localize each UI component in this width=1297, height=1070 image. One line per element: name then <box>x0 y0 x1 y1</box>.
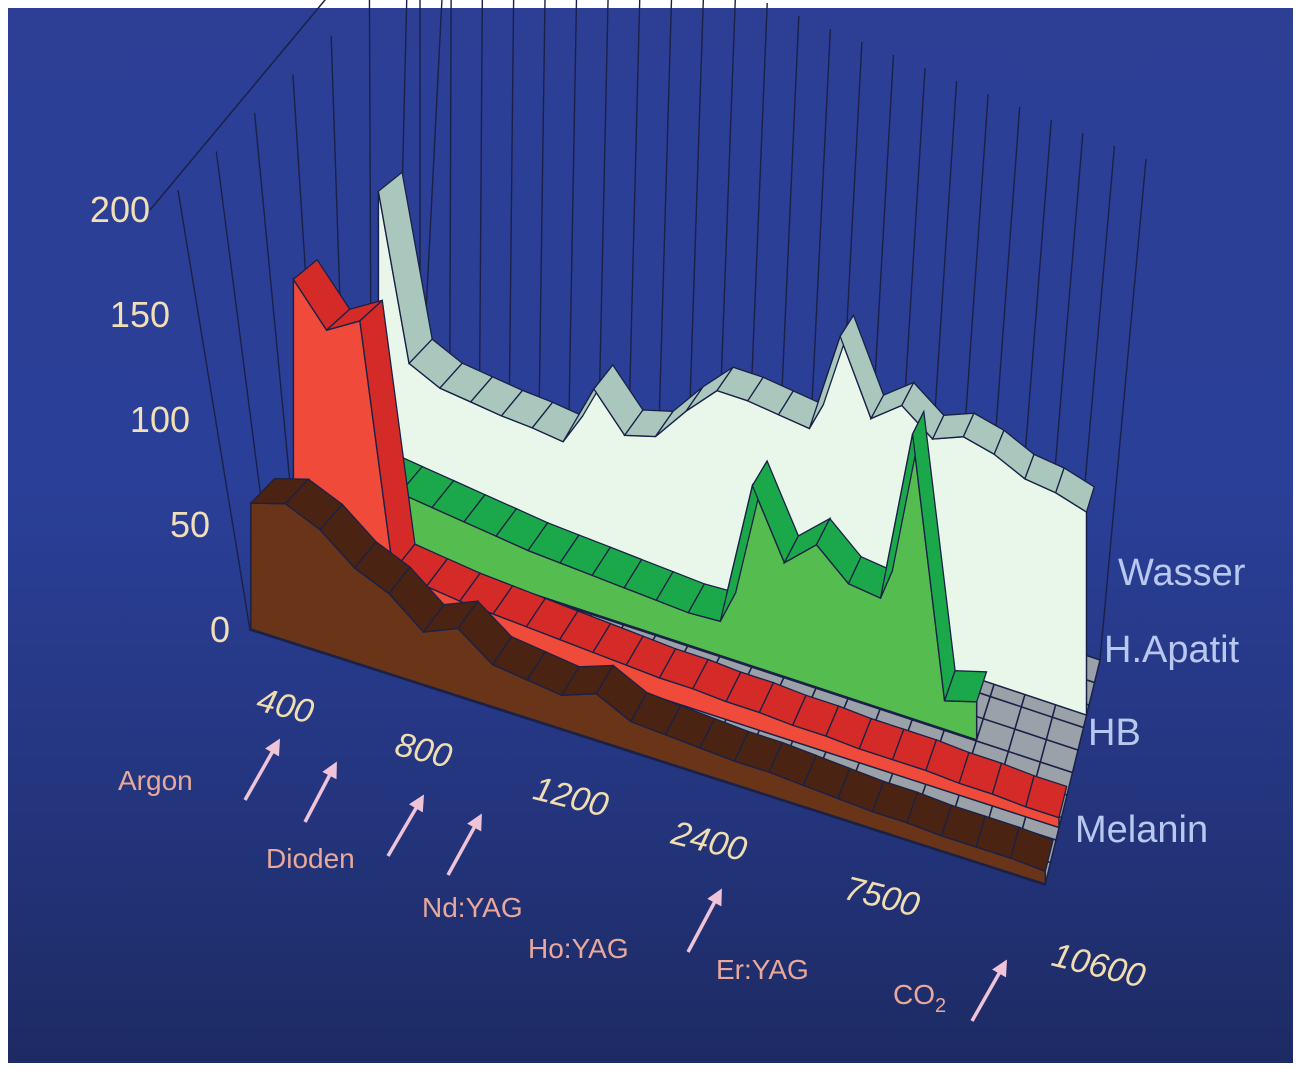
x-tick-label: 1200 <box>530 770 613 825</box>
y-tick-label: 100 <box>130 399 190 440</box>
data-point <box>943 670 988 703</box>
laser-annotation: Dioden <box>266 761 355 874</box>
series-hb <box>292 258 1068 829</box>
laser-label: Nd:YAG <box>422 892 523 923</box>
laser-annotation: Ho:YAG <box>446 813 629 964</box>
data-point <box>1009 826 1054 873</box>
laser-annotation: CO2 <box>893 959 1007 1022</box>
arrow-head-icon <box>265 738 280 757</box>
y-tick-label: 200 <box>90 189 150 230</box>
series-label: HB <box>1088 712 1141 754</box>
wall-gridline <box>478 0 484 451</box>
arrow-head-icon <box>467 813 482 832</box>
arrow-head-icon <box>707 888 722 907</box>
laser-label: Er:YAG <box>716 954 809 985</box>
legend: Wasser H.Apatit HB Melanin <box>1075 552 1246 851</box>
laser-label: Ho:YAG <box>528 933 629 964</box>
laser-label: Argon <box>118 765 193 796</box>
series-layer <box>249 171 1095 885</box>
laser-label: Dioden <box>266 843 355 874</box>
x-tick-label: 10600 <box>1048 936 1149 996</box>
x-tick-label: 800 <box>391 725 455 776</box>
data-point <box>1054 467 1095 514</box>
y-tick-label: 0 <box>210 609 230 650</box>
wall-edge <box>149 0 326 211</box>
wall-gridline <box>177 189 251 631</box>
wall-gridline <box>537 0 546 471</box>
series-label: Wasser <box>1118 552 1246 594</box>
y-tick-label: 50 <box>170 504 210 545</box>
wall-gridline <box>448 0 452 441</box>
arrow-head-icon <box>992 959 1007 978</box>
laser-annotation: Er:YAG <box>686 888 809 985</box>
wall-gridline <box>507 0 515 461</box>
series-label: Melanin <box>1075 809 1208 851</box>
data-point <box>1024 774 1068 819</box>
laser-label: CO2 <box>893 979 946 1017</box>
wall-gridline <box>1099 158 1147 661</box>
series-melanin <box>249 477 1054 885</box>
y-tick-label: 150 <box>110 294 170 335</box>
arrow-head-icon <box>322 761 337 780</box>
laser-annotation: Nd:YAG <box>386 794 523 923</box>
wall-gridline <box>567 0 578 481</box>
x-tick-label: 2400 <box>667 814 751 869</box>
x-tick-label: 400 <box>253 681 317 732</box>
series-label: H.Apatit <box>1104 629 1240 671</box>
laser-annotation: Argon <box>118 738 280 801</box>
y-axis: 0 50 100 150 200 <box>90 189 230 650</box>
x-tick-label: 7500 <box>841 869 924 924</box>
arrow-head-icon <box>409 794 424 813</box>
